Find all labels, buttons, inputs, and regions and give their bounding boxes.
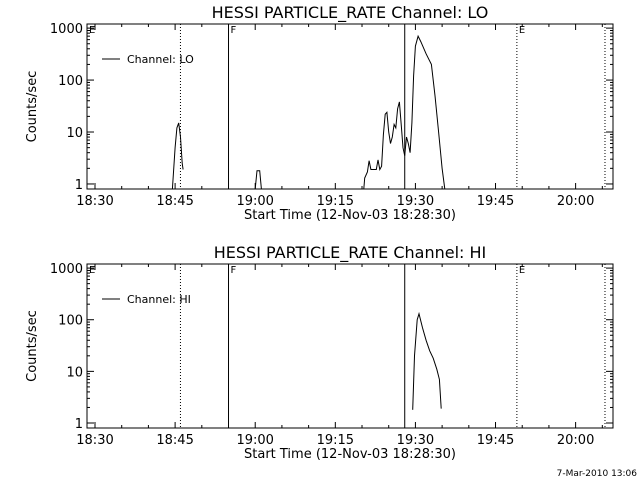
chart-0-x-tick-label: 18:30 — [76, 194, 113, 209]
chart-1-x-tick-label: 18:30 — [76, 433, 113, 448]
chart-1-x-tick-label: 19:30 — [397, 433, 434, 448]
chart-1-x-tick-label: 18:45 — [156, 433, 193, 448]
chart-1-legend-label: Channel: HI — [127, 293, 191, 306]
chart-0-x-tick-label: 19:30 — [397, 194, 434, 209]
chart-0-x-axis-label: Start Time (12-Nov-03 18:28:30) — [244, 208, 456, 223]
chart-0-series-line — [254, 170, 262, 190]
chart-0-series-line — [171, 122, 184, 190]
chart-1-y-tick-label: 100 — [58, 314, 83, 329]
chart-1-y-axis-label: Counts/sec — [25, 310, 40, 382]
chart-0-title: HESSI PARTICLE_RATE Channel: LO — [212, 3, 489, 23]
chart-1-x-tick-label: 19:45 — [477, 433, 514, 448]
chart-1-title: HESSI PARTICLE_RATE Channel: HI — [214, 243, 487, 263]
chart-1-x-axis-label: Start Time (12-Nov-03 18:28:30) — [244, 447, 456, 462]
chart-0-x-tick-label: 18:45 — [156, 194, 193, 209]
chart-0-y-tick-label: 100 — [58, 74, 83, 89]
chart-1-y-tick-label: 10 — [66, 365, 83, 380]
chart-1-corner-label: E — [89, 265, 95, 276]
chart-0-marker-label: F — [231, 25, 237, 36]
chart-0-y-tick-label: 10 — [66, 126, 83, 141]
chart-0-x-tick-label: 19:15 — [317, 194, 354, 209]
chart-0-plot-frame — [86, 23, 614, 190]
chart-1-plot-frame — [86, 263, 614, 429]
chart-0-x-tick-label: 20:00 — [557, 194, 594, 209]
chart-0-y-tick-label: 1 — [75, 178, 83, 193]
chart-0-series-line — [363, 34, 446, 190]
chart-0-y-axis-label: Counts/sec — [25, 71, 40, 143]
chart-0-y-tick-label: 1000 — [50, 22, 83, 37]
panel-channel-lo: HESSI PARTICLE_RATE Channel: LO 18:30 18:4… — [25, 3, 614, 223]
timestamp-footer: 7-Mar-2010 13:06 — [557, 469, 638, 479]
chart-1-x-tick-label: 19:00 — [236, 433, 273, 448]
panel-channel-hi: HESSI PARTICLE_RATE Channel: HI 18:30 18:4… — [25, 243, 614, 462]
chart-0-x-tick-label: 19:45 — [477, 194, 514, 209]
chart-1-y-tick-label: 1 — [75, 417, 83, 432]
chart-0-x-tick-label: 19:00 — [236, 194, 273, 209]
chart-1-x-tick-label: 19:15 — [317, 433, 354, 448]
chart-0-marker-label: E — [519, 25, 525, 36]
chart-1-series-line — [412, 311, 442, 410]
chart-1-marker-label: F — [231, 265, 237, 276]
chart-1-marker-label: E — [519, 265, 525, 276]
chart-1-x-tick-label: 20:00 — [557, 433, 594, 448]
chart-0-legend-label: Channel: LO — [127, 53, 194, 66]
chart-0-corner-label: E — [89, 25, 95, 36]
chart-1-y-tick-label: 1000 — [50, 262, 83, 277]
